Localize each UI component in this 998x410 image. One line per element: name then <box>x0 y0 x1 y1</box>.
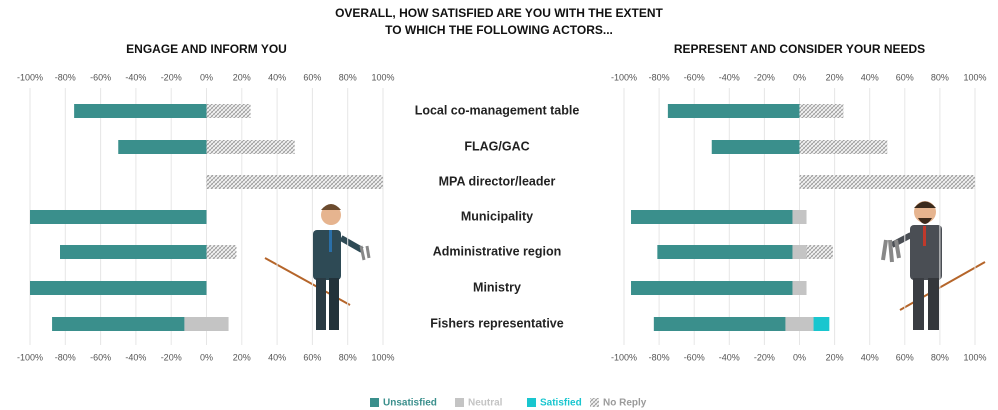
category-label: FLAG/GAC <box>464 139 529 153</box>
x-tick-label: 60% <box>303 72 321 82</box>
legend-label: Unsatisfied <box>383 398 437 409</box>
bar-segment <box>653 317 786 331</box>
legend-label: No Reply <box>603 398 647 409</box>
x-tick-label: 80% <box>339 72 357 82</box>
x-tick-label: 100% <box>371 352 394 362</box>
x-tick-label: -80% <box>649 352 670 362</box>
x-tick-label: -20% <box>161 72 182 82</box>
x-tick-label: 20% <box>233 352 251 362</box>
x-tick-label: 0% <box>793 352 806 362</box>
bar-segment <box>813 317 830 331</box>
bar-segment <box>799 140 888 154</box>
x-tick-label: 100% <box>963 352 986 362</box>
bar-segment <box>184 317 229 331</box>
x-tick-label: -20% <box>754 72 775 82</box>
fisher-illustration-left <box>264 204 371 330</box>
fisher-illustration-right <box>881 201 986 330</box>
panel-subtitle: ENGAGE AND INFORM YOU <box>126 42 287 56</box>
x-tick-label: -100% <box>611 352 637 362</box>
x-tick-label: 100% <box>371 72 394 82</box>
x-tick-label: -100% <box>611 72 637 82</box>
x-tick-label: -60% <box>684 72 705 82</box>
bar-segment <box>792 245 807 259</box>
x-tick-label: 60% <box>896 72 914 82</box>
x-tick-label: 0% <box>200 352 213 362</box>
bar-segment <box>711 140 800 154</box>
category-label: MPA director/leader <box>439 174 556 188</box>
bar-segment <box>799 175 975 189</box>
legend-swatch <box>590 398 599 407</box>
category-label: Ministry <box>473 280 521 294</box>
x-tick-label: 40% <box>861 72 879 82</box>
legend-label: Satisfied <box>540 398 582 409</box>
bar-segment <box>118 140 207 154</box>
x-tick-label: -40% <box>125 72 146 82</box>
x-tick-label: -40% <box>125 352 146 362</box>
panel-subtitle: REPRESENT AND CONSIDER YOUR NEEDS <box>674 42 925 56</box>
legend-swatch <box>527 398 536 407</box>
x-tick-label: -60% <box>684 352 705 362</box>
x-tick-label: -20% <box>754 352 775 362</box>
chart-title: TO WHICH THE FOLLOWING ACTORS... <box>385 23 613 37</box>
bar-segment <box>206 104 251 118</box>
bar-segment <box>785 317 814 331</box>
x-tick-label: 0% <box>793 72 806 82</box>
category-label: Fishers representative <box>430 316 563 330</box>
x-tick-label: 60% <box>896 352 914 362</box>
bar-segment <box>30 210 207 224</box>
x-tick-label: -100% <box>17 72 43 82</box>
x-tick-label: 40% <box>861 352 879 362</box>
bar-segment <box>52 317 185 331</box>
x-tick-label: 80% <box>339 352 357 362</box>
x-tick-label: 40% <box>268 72 286 82</box>
x-tick-label: -40% <box>719 352 740 362</box>
x-tick-label: 100% <box>963 72 986 82</box>
x-tick-label: -80% <box>55 352 76 362</box>
bar-segment <box>631 210 793 224</box>
bar-segment <box>206 175 383 189</box>
bar-segment <box>806 245 833 259</box>
x-tick-label: -60% <box>90 352 111 362</box>
legend-swatch <box>455 398 464 407</box>
bar-segment <box>60 245 207 259</box>
bar-segment <box>792 281 807 295</box>
bar-segment <box>206 140 295 154</box>
legend-swatch <box>370 398 379 407</box>
bar-segment <box>30 281 207 295</box>
bar-segment <box>667 104 800 118</box>
bar-segment <box>631 281 793 295</box>
legend-label: Neutral <box>468 398 503 409</box>
x-tick-label: 20% <box>826 352 844 362</box>
x-tick-label: -20% <box>161 352 182 362</box>
bar-segment <box>206 245 237 259</box>
x-tick-label: -80% <box>649 72 670 82</box>
x-tick-label: 40% <box>268 352 286 362</box>
bar-segment <box>799 104 844 118</box>
category-label: Municipality <box>461 209 533 223</box>
x-tick-label: 20% <box>233 72 251 82</box>
x-tick-label: 80% <box>931 72 949 82</box>
x-tick-label: 60% <box>303 352 321 362</box>
category-label: Administrative region <box>433 244 562 258</box>
x-tick-label: -80% <box>55 72 76 82</box>
chart-title: OVERALL, HOW SATISFIED ARE YOU WITH THE … <box>335 6 663 20</box>
x-tick-label: -60% <box>90 72 111 82</box>
x-tick-label: 80% <box>931 352 949 362</box>
bar-segment <box>657 245 793 259</box>
x-tick-label: 0% <box>200 72 213 82</box>
bar-segment <box>792 210 807 224</box>
x-tick-label: -100% <box>17 352 43 362</box>
bar-segment <box>74 104 207 118</box>
x-tick-label: -40% <box>719 72 740 82</box>
x-tick-label: 20% <box>826 72 844 82</box>
category-label: Local co-management table <box>415 103 580 117</box>
